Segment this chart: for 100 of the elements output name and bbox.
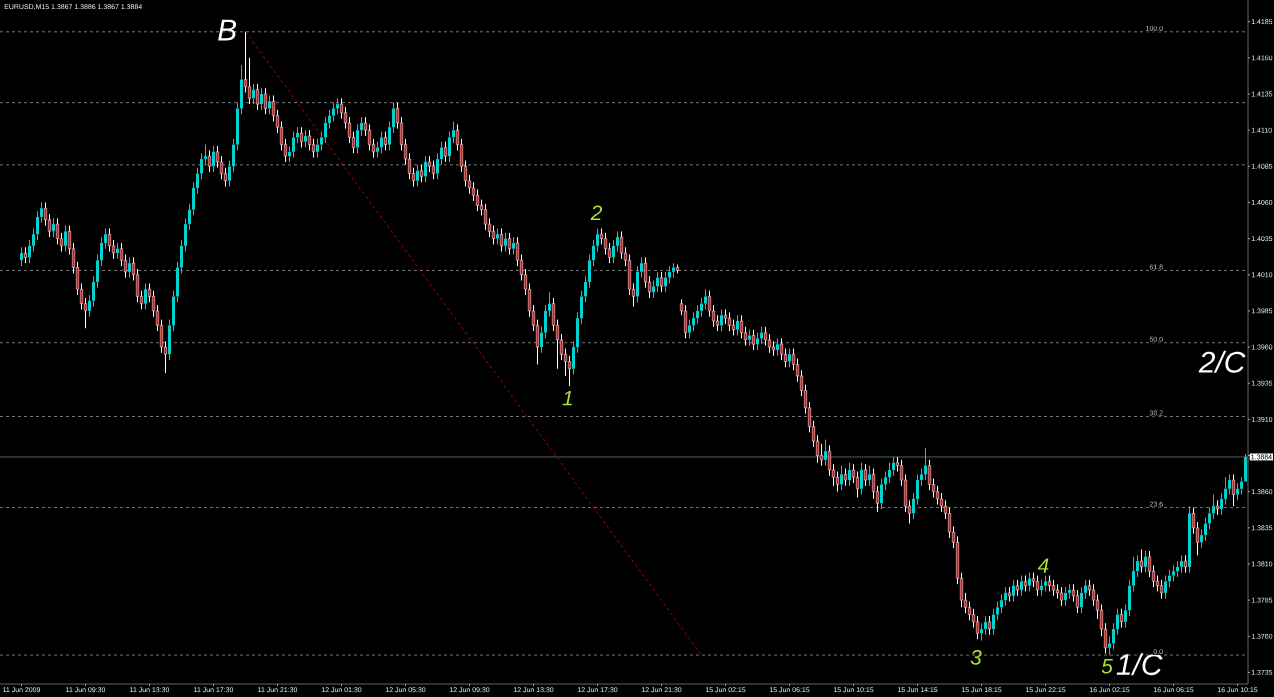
candlestick <box>988 615 992 636</box>
candlestick <box>1216 499 1220 516</box>
candlestick <box>172 290 175 332</box>
candlestick <box>548 291 552 318</box>
candlestick <box>820 443 824 467</box>
candlestick <box>748 329 752 347</box>
candlestick <box>828 444 832 477</box>
candlestick <box>716 314 720 332</box>
candlestick <box>388 120 392 151</box>
candlestick <box>476 188 480 212</box>
candlestick <box>1112 622 1116 650</box>
candlestick <box>580 290 584 325</box>
candlestick <box>1092 583 1096 607</box>
candlestick <box>1084 579 1088 600</box>
candlestick <box>540 326 544 354</box>
candlestick <box>440 141 444 166</box>
candlestick <box>836 470 840 493</box>
annotation: 3 <box>970 649 982 665</box>
candlestick <box>664 271 668 293</box>
candlestick <box>736 314 740 336</box>
annotation: 2/C <box>1198 350 1246 373</box>
candlestick <box>472 181 476 202</box>
candlestick <box>724 308 728 325</box>
candlestick <box>856 470 860 498</box>
candlestick <box>1212 494 1216 520</box>
candlestick <box>252 83 256 105</box>
candlestick <box>260 87 264 111</box>
candlestick <box>1036 575 1040 597</box>
candlestick <box>168 319 171 361</box>
candlestick <box>28 239 31 264</box>
candlestick <box>328 109 332 130</box>
candlestick <box>756 332 760 351</box>
candlestick <box>288 145 292 163</box>
candlestick <box>108 227 111 253</box>
candlestick <box>780 337 784 361</box>
candlestick <box>616 230 620 253</box>
candlestick <box>348 116 352 144</box>
candlestick <box>880 478 884 510</box>
candlestick <box>1088 579 1092 597</box>
candlestick <box>604 232 608 256</box>
annotation: 2 <box>590 205 603 221</box>
candlestick <box>676 264 680 274</box>
candlestick <box>1236 482 1240 501</box>
annotation: 4 <box>1037 558 1049 573</box>
candlestick <box>1164 575 1168 600</box>
candlestick <box>220 155 223 180</box>
candlestick <box>936 485 940 506</box>
candlestick <box>1120 608 1124 629</box>
candlestick <box>240 64 243 115</box>
candlestick <box>1016 579 1020 597</box>
candlestick <box>612 239 616 264</box>
candlestick <box>1056 583 1060 600</box>
candlestick <box>752 329 756 351</box>
candlestick <box>848 462 852 487</box>
candlestick <box>1172 564 1176 582</box>
candlestick <box>600 227 604 245</box>
candlestick <box>188 203 191 231</box>
annotation: B <box>218 19 237 41</box>
candlestick <box>228 160 231 188</box>
candlestick <box>704 288 708 310</box>
candlestick <box>776 337 780 357</box>
candlestick <box>36 210 39 241</box>
candlestick <box>24 246 27 264</box>
candlestick <box>248 57 252 105</box>
candlestick <box>1240 476 1244 496</box>
candlestick <box>1200 528 1204 549</box>
candlestick <box>1032 572 1036 588</box>
candlestick <box>1148 550 1152 578</box>
candlestick <box>1204 517 1208 542</box>
candlestick <box>1228 473 1232 496</box>
candlestick <box>1060 586 1064 607</box>
candlestick <box>232 138 235 173</box>
candlestick <box>452 120 456 144</box>
candlestick <box>592 239 596 267</box>
candlestick <box>144 282 147 310</box>
candlestick <box>308 129 312 151</box>
candlestick <box>1180 554 1184 574</box>
candlestick <box>196 167 199 195</box>
candlestick <box>1136 554 1140 578</box>
candlestick <box>312 138 316 159</box>
candlestick <box>768 333 772 354</box>
candlestick <box>500 227 504 253</box>
candlestick <box>608 242 612 264</box>
candlestick <box>200 152 203 180</box>
candlestick <box>652 280 656 299</box>
candlestick <box>204 144 207 166</box>
candlestick <box>720 308 724 332</box>
candlestick <box>640 256 644 279</box>
candlestick <box>116 242 119 260</box>
candlestick <box>504 232 508 253</box>
candlestick <box>128 256 131 279</box>
candlestick <box>860 462 864 496</box>
candlestick <box>268 94 272 115</box>
candlestick <box>1064 586 1068 607</box>
candlestick <box>88 294 91 318</box>
candlestick <box>1004 586 1008 607</box>
candlestick <box>324 116 328 144</box>
candlestick <box>512 236 516 256</box>
candlestick <box>1076 589 1080 614</box>
candlestick <box>1144 550 1148 574</box>
